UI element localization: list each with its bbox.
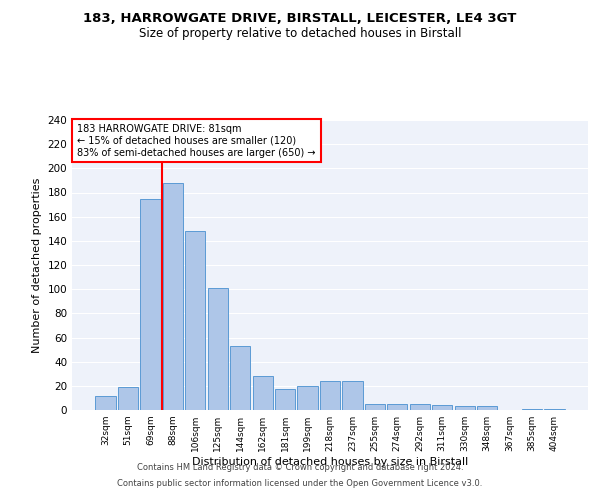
Text: 183 HARROWGATE DRIVE: 81sqm
← 15% of detached houses are smaller (120)
83% of se: 183 HARROWGATE DRIVE: 81sqm ← 15% of det… xyxy=(77,124,316,158)
Bar xyxy=(522,409,542,410)
Text: Size of property relative to detached houses in Birstall: Size of property relative to detached ho… xyxy=(139,28,461,40)
Bar xyxy=(208,288,228,410)
Text: Contains public sector information licensed under the Open Government Licence v3: Contains public sector information licen… xyxy=(118,478,482,488)
Bar xyxy=(387,404,407,410)
Bar xyxy=(544,409,565,410)
Bar xyxy=(275,390,295,410)
Bar xyxy=(365,404,385,410)
Bar xyxy=(95,396,116,410)
Bar xyxy=(253,376,273,410)
X-axis label: Distribution of detached houses by size in Birstall: Distribution of detached houses by size … xyxy=(192,457,468,467)
Bar xyxy=(410,404,430,410)
Text: Contains HM Land Registry data © Crown copyright and database right 2024.: Contains HM Land Registry data © Crown c… xyxy=(137,464,463,472)
Bar xyxy=(320,381,340,410)
Text: 183, HARROWGATE DRIVE, BIRSTALL, LEICESTER, LE4 3GT: 183, HARROWGATE DRIVE, BIRSTALL, LEICEST… xyxy=(83,12,517,26)
Bar xyxy=(185,231,205,410)
Bar xyxy=(163,183,183,410)
Bar xyxy=(230,346,250,410)
Bar xyxy=(455,406,475,410)
Bar xyxy=(477,406,497,410)
Bar xyxy=(298,386,317,410)
Bar xyxy=(432,405,452,410)
Bar xyxy=(140,198,161,410)
Bar xyxy=(118,387,138,410)
Y-axis label: Number of detached properties: Number of detached properties xyxy=(32,178,42,352)
Bar xyxy=(343,381,362,410)
